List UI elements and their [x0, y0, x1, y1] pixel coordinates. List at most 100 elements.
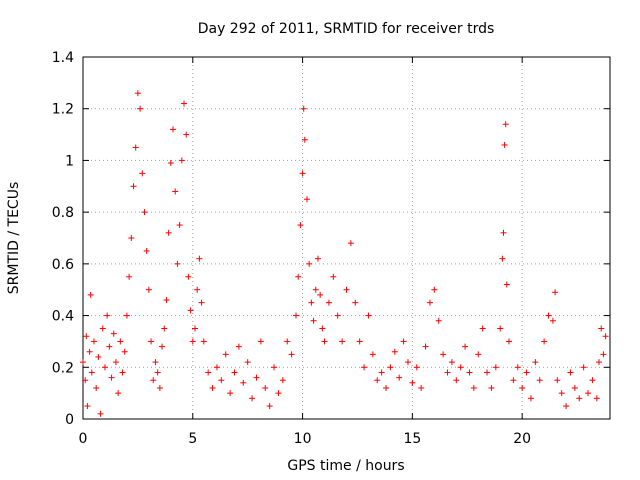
data-point: [266, 403, 273, 410]
data-point: [470, 384, 477, 391]
data-point: [154, 369, 161, 376]
data-point: [374, 377, 381, 384]
data-point: [541, 338, 548, 345]
data-point: [558, 390, 565, 397]
data-point: [106, 343, 113, 350]
data-point: [361, 364, 368, 371]
data-point: [319, 325, 326, 332]
data-point: [497, 325, 504, 332]
x-tick-label: 5: [188, 431, 197, 447]
data-point: [519, 384, 526, 391]
data-point: [365, 312, 372, 319]
data-point: [479, 325, 486, 332]
data-point: [235, 343, 242, 350]
data-point: [145, 286, 152, 293]
x-tick-label: 20: [513, 431, 531, 447]
x-tick-label: 0: [79, 431, 88, 447]
data-points: [80, 90, 609, 417]
data-point: [119, 369, 126, 376]
data-point: [444, 369, 451, 376]
y-tick-label: 1.2: [52, 102, 74, 118]
data-point: [284, 338, 291, 345]
data-point: [275, 390, 282, 397]
data-point: [90, 338, 97, 345]
data-point: [545, 312, 552, 319]
y-tick-label: 0.8: [52, 205, 74, 221]
y-tick-label: 0.6: [52, 257, 74, 273]
data-point: [181, 100, 188, 107]
data-point: [440, 351, 447, 358]
data-point: [462, 343, 469, 350]
data-point: [600, 351, 607, 358]
data-point: [115, 390, 122, 397]
data-point: [400, 338, 407, 345]
data-point: [123, 312, 130, 319]
data-point: [598, 325, 605, 332]
data-point: [288, 351, 295, 358]
data-point: [128, 235, 135, 241]
data-point: [257, 338, 264, 345]
data-point: [93, 384, 100, 391]
data-point: [110, 330, 117, 337]
data-point: [139, 170, 146, 177]
data-point: [176, 222, 183, 229]
data-point: [404, 359, 411, 366]
data-point: [244, 359, 251, 366]
data-point: [409, 379, 416, 386]
data-point: [172, 188, 179, 195]
data-point: [554, 377, 561, 384]
data-point: [383, 384, 390, 391]
data-point: [141, 209, 148, 216]
data-point: [249, 395, 256, 402]
data-point: [240, 379, 247, 386]
data-point: [198, 299, 205, 306]
data-point: [143, 247, 150, 254]
data-point: [218, 377, 225, 384]
data-point: [391, 348, 398, 355]
data-point: [112, 359, 119, 366]
data-point: [536, 377, 543, 384]
data-point: [312, 286, 319, 293]
data-point: [457, 364, 464, 371]
data-point: [580, 364, 587, 371]
data-point: [369, 351, 376, 358]
data-point: [88, 369, 95, 376]
data-point: [148, 338, 155, 345]
data-point: [317, 291, 324, 298]
data-point: [80, 359, 86, 366]
data-point: [205, 369, 212, 376]
data-point: [121, 348, 128, 355]
data-point: [108, 374, 115, 381]
data-point: [86, 348, 93, 355]
data-point: [505, 338, 512, 345]
data-point: [95, 353, 102, 360]
y-tick-label: 1.4: [52, 50, 74, 66]
data-point: [183, 131, 190, 138]
data-point: [502, 121, 509, 128]
data-point: [418, 384, 425, 391]
data-point: [330, 273, 337, 280]
axis-ticks: 0 0.2 0.4 0.6 0.8 1 1.2 1.4 0 5 10 15 20: [52, 50, 610, 447]
x-axis-label: GPS time / hours: [287, 458, 404, 474]
data-point: [227, 390, 234, 397]
data-point: [295, 273, 302, 280]
data-point: [448, 359, 455, 366]
data-point: [170, 126, 177, 133]
data-point: [488, 384, 495, 391]
y-axis-label: SRMTID / TECUs: [6, 182, 22, 295]
data-point: [82, 377, 89, 384]
data-point: [130, 183, 137, 190]
data-point: [132, 144, 139, 151]
data-point: [422, 343, 429, 350]
data-point: [104, 312, 111, 319]
y-tick-label: 0: [65, 412, 74, 428]
data-point: [499, 255, 506, 262]
data-point: [602, 333, 609, 340]
y-tick-label: 0.4: [52, 309, 74, 325]
data-point: [514, 364, 521, 371]
data-point: [413, 364, 420, 371]
data-point: [83, 333, 90, 340]
data-point: [301, 136, 308, 143]
data-point: [253, 374, 260, 381]
